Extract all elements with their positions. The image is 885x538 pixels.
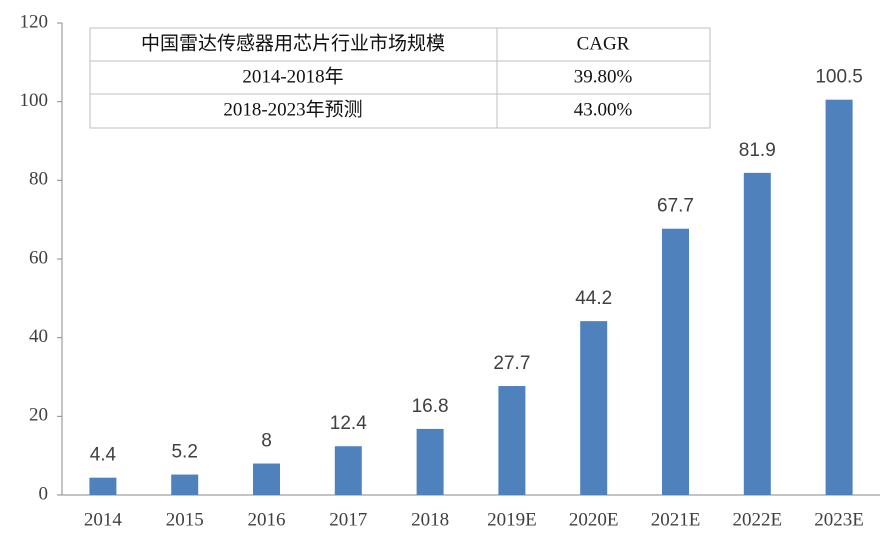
bar — [171, 474, 199, 495]
y-tick-label: 60 — [29, 247, 48, 268]
x-tick-label: 2022E — [732, 509, 782, 530]
y-tick-label: 40 — [29, 326, 48, 347]
table-cell: 2014-2018年 — [242, 65, 343, 87]
table-header: CAGR — [577, 33, 630, 54]
value-label: 100.5 — [815, 67, 863, 88]
bar — [89, 477, 117, 495]
y-tick-label: 120 — [20, 11, 49, 32]
x-tick-label: 2023E — [814, 509, 864, 530]
value-label: 8 — [261, 431, 272, 452]
x-tick-label: 2020E — [569, 509, 619, 530]
bar — [743, 172, 771, 496]
x-tick-label: 2016 — [248, 509, 286, 530]
x-tick-label: 2018 — [411, 509, 449, 530]
value-label: 5.2 — [171, 442, 197, 463]
x-tick-label: 2014 — [84, 509, 123, 530]
table-frame — [89, 27, 711, 129]
y-tick-label: 0 — [39, 483, 49, 504]
y-tick-label: 20 — [29, 405, 48, 426]
bar — [253, 463, 280, 495]
bar — [580, 321, 608, 495]
x-tick-label: 2019E — [487, 509, 537, 530]
x-tick-label: 2021E — [651, 509, 701, 530]
cagr-table: 中国雷达传感器用芯片行业市场规模 CAGR 2014-2018年 39.80% … — [89, 27, 711, 129]
x-tick-label: 2017 — [329, 509, 367, 530]
y-tick-label: 80 — [29, 169, 48, 190]
bar — [498, 386, 526, 495]
bar — [416, 428, 444, 495]
table-cell: 43.00% — [574, 99, 633, 120]
value-label: 12.4 — [330, 413, 367, 434]
bar — [662, 228, 689, 496]
bar — [334, 446, 362, 495]
bar — [825, 99, 853, 495]
x-tick-label: 2015 — [166, 509, 204, 530]
value-label: 4.4 — [90, 445, 117, 466]
table-header: 中国雷达传感器用芯片行业市场规模 — [141, 32, 445, 54]
value-label: 67.7 — [657, 196, 694, 217]
table-cell: 39.80% — [574, 66, 633, 87]
value-label: 16.8 — [412, 396, 449, 417]
value-label: 27.7 — [493, 353, 530, 374]
y-tick-label: 100 — [20, 90, 49, 111]
value-label: 44.2 — [575, 288, 612, 309]
table-cell: 2018-2023年预测 — [223, 98, 362, 120]
value-label: 81.9 — [739, 140, 776, 161]
